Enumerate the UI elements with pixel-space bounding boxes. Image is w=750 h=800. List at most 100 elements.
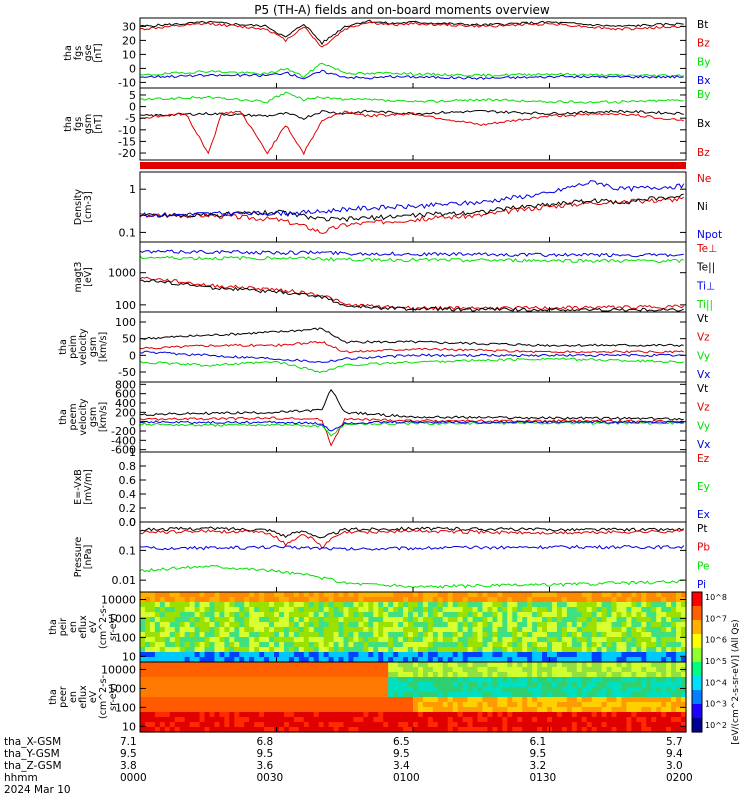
spectrogram-cell [264, 707, 270, 713]
spectrogram-cell [169, 627, 176, 633]
spectrogram-cell [467, 602, 474, 608]
spectrogram-cell [547, 707, 553, 713]
spectrogram-cell [507, 712, 513, 718]
spectrogram-cell [184, 677, 191, 683]
spectrogram-cell [596, 727, 603, 733]
spectrogram-cell [661, 592, 667, 598]
spectrogram-cell [224, 622, 230, 628]
spectrogram-cell [318, 717, 325, 723]
spectrogram-cell [551, 627, 558, 633]
spectrogram-cell [606, 627, 613, 633]
spectrogram-cell [269, 642, 275, 648]
spectrogram-cell [204, 652, 211, 658]
spectrogram-cell [556, 687, 563, 693]
spectrogram-cell [517, 702, 523, 708]
spectrogram-cell [611, 662, 618, 668]
spectrogram-cell [542, 657, 548, 663]
spectrogram-cell [442, 702, 449, 708]
spectrogram-cell [542, 712, 548, 718]
spectrogram-cell [244, 702, 250, 708]
spectrogram-cell [472, 627, 479, 633]
spectrogram-cell [502, 677, 508, 683]
spectrogram-cell [209, 667, 216, 673]
spectrogram-cell [398, 697, 404, 703]
spectrogram-cell [527, 727, 533, 733]
spectrogram-cell [219, 682, 225, 688]
spectrogram-cell [457, 667, 464, 673]
spectrogram-cell [164, 702, 171, 708]
spectrogram-cell [601, 617, 608, 623]
spectrogram-cell [442, 707, 449, 713]
spectrogram-cell [591, 702, 598, 708]
spectrogram-cell [323, 682, 330, 688]
spectrogram-cell [527, 692, 533, 698]
spectrogram-cell [388, 622, 394, 628]
spectrogram-cell [497, 597, 503, 603]
spectrogram-cell [507, 617, 513, 623]
spectrogram-cell [611, 682, 618, 688]
spectrogram-cell [507, 707, 513, 713]
spectrogram-cell [522, 722, 528, 728]
spectrogram-cell [581, 727, 588, 733]
spectrogram-cell [596, 642, 603, 648]
spectrogram-cell [626, 692, 632, 698]
spectrogram-cell [676, 637, 682, 643]
spectrogram-cell [502, 682, 508, 688]
spectrogram-cell [343, 642, 350, 648]
spectrogram-cell [452, 707, 459, 713]
spectrogram-cell [194, 637, 201, 643]
spectrogram-cell [149, 617, 156, 623]
spectrogram-cell [437, 632, 444, 638]
spectrogram-cell [497, 682, 503, 688]
spectrogram-cell [293, 592, 300, 598]
spectrogram-cell [601, 687, 608, 693]
spectrogram-cell [651, 642, 657, 648]
spectrogram-cell [184, 682, 191, 688]
spectrogram-cell [154, 627, 161, 633]
spectrogram-cell [149, 712, 156, 718]
spectrogram-cell [616, 642, 623, 648]
spectrogram-cell [328, 617, 335, 623]
spectrogram-cell [378, 652, 384, 658]
spectrogram-cell [144, 657, 151, 663]
spectrogram-cell [393, 657, 399, 663]
spectrogram-cell [264, 697, 270, 703]
spectrogram-cell [641, 642, 647, 648]
spectrogram-cell [144, 707, 151, 713]
spectrogram-cell [179, 682, 186, 688]
spectrogram-cell [199, 657, 206, 663]
spectrogram-cell [532, 697, 538, 703]
spectrogram-cell [278, 592, 285, 598]
spectrogram-cell [646, 727, 652, 733]
spectrogram-cell [353, 677, 359, 683]
spectrogram-cell [408, 642, 414, 648]
spectrogram-cell [159, 712, 166, 718]
y-axis-label: eflux [78, 615, 89, 639]
spectrogram-cell [437, 592, 444, 598]
spectrogram-cell [194, 702, 201, 708]
spectrogram-cell [293, 677, 300, 683]
spectrogram-cell [199, 612, 206, 618]
spectrogram-cell [611, 702, 618, 708]
spectrogram-cell [234, 662, 240, 668]
spectrogram-cell [606, 712, 613, 718]
spectrogram-cell [432, 687, 439, 693]
spectrogram-cell [492, 602, 498, 608]
spectrogram-cell [358, 617, 364, 623]
spectrogram-cell [398, 622, 404, 628]
series-Bx [139, 109, 684, 120]
spectrogram-cell [293, 702, 300, 708]
spectrogram-cell [264, 592, 270, 598]
spectrogram-cell [507, 682, 513, 688]
spectrogram-cell [656, 597, 662, 603]
spectrogram-cell [328, 702, 335, 708]
spectrogram-cell [140, 712, 146, 718]
spectrogram-cell [551, 692, 558, 698]
spectrogram-cell [293, 617, 300, 623]
spectrogram-cell [189, 642, 196, 648]
spectrogram-cell [457, 597, 464, 603]
spectrogram-cell [164, 642, 171, 648]
spectrogram-cell [601, 727, 608, 733]
spectrogram-cell [144, 687, 151, 693]
